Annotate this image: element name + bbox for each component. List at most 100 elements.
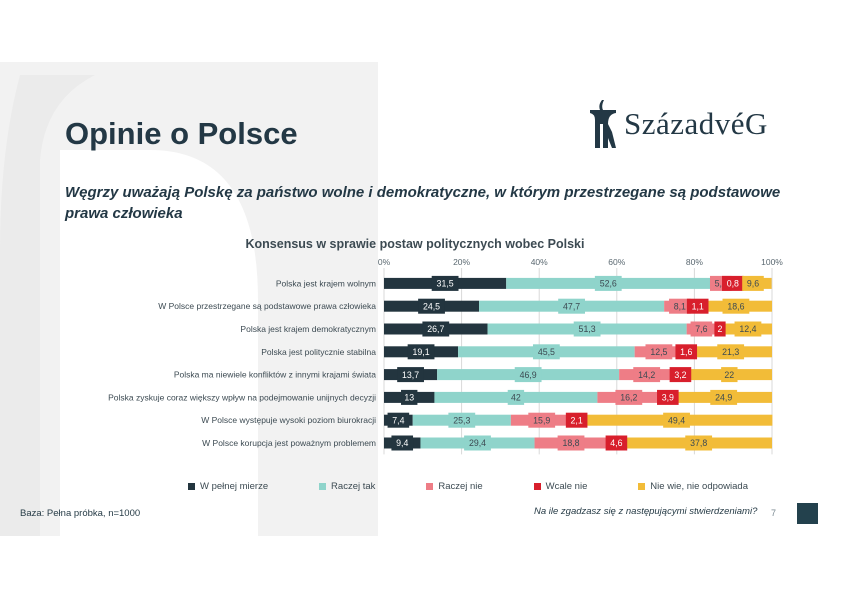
data-label-box xyxy=(669,367,692,383)
category-label: Polska zyskuje coraz większy wpływ na po… xyxy=(108,392,376,402)
category-label: Polska jest politycznie stabilna xyxy=(261,347,376,357)
data-label-box xyxy=(557,435,585,451)
logo-wordmark: SzázadvéG xyxy=(624,106,768,141)
company-logo: SzázadvéG xyxy=(588,98,768,150)
legend-swatch xyxy=(188,483,195,490)
page-title: Opinie o Polsce xyxy=(65,116,298,151)
data-label: 16,2 xyxy=(620,393,637,403)
data-label: 14,2 xyxy=(638,370,655,380)
category-label: W Polsce przestrzegane są podstawowe pra… xyxy=(158,301,376,311)
x-tick-label: 0% xyxy=(378,257,391,267)
legend-item: W pełnej mierze xyxy=(188,481,268,492)
data-label: 0,8 xyxy=(727,279,739,289)
data-label: 24,5 xyxy=(423,301,440,311)
legend-label: Wcale nie xyxy=(545,481,588,492)
x-tick-label: 40% xyxy=(531,257,548,267)
data-label: 1,1 xyxy=(692,301,704,311)
legend-swatch xyxy=(533,483,541,490)
data-label-box xyxy=(734,321,762,337)
data-label: 49,4 xyxy=(668,415,685,425)
base-note: Baza: Pełna próbka, n=1000 xyxy=(20,508,141,519)
x-tick-label: 80% xyxy=(686,257,703,267)
data-label-box xyxy=(514,367,542,383)
data-label: 22 xyxy=(724,370,734,380)
data-label-box xyxy=(717,344,745,360)
data-label-box xyxy=(448,412,476,428)
page-number: 7 xyxy=(771,508,777,518)
data-label-box xyxy=(407,344,435,360)
data-label-box xyxy=(391,435,414,451)
data-label-box xyxy=(690,321,713,337)
data-label: 52,6 xyxy=(600,279,617,289)
data-label-box xyxy=(669,298,691,314)
legend-label: Raczej tak xyxy=(331,481,376,492)
data-label-box xyxy=(742,275,764,291)
data-label-box xyxy=(605,435,628,451)
x-tick-label: 100% xyxy=(761,257,783,267)
data-label-box xyxy=(633,367,661,383)
legend-item: Raczej tak xyxy=(319,481,375,492)
data-label: 45,5 xyxy=(538,347,555,357)
data-label-box xyxy=(532,344,560,360)
data-label: 2 xyxy=(718,324,723,334)
chart-title: Konsensus w sprawie postaw politycznych … xyxy=(246,237,585,251)
legend-label: Nie wie, nie odpowiada xyxy=(650,481,748,492)
legend-swatch xyxy=(319,483,327,490)
data-label-box xyxy=(397,367,424,383)
legend-label: W pełnej mierze xyxy=(200,481,269,492)
data-label: 46,9 xyxy=(520,370,537,380)
data-label-box xyxy=(645,344,673,360)
logo-emblem-icon xyxy=(590,100,616,148)
data-label-box xyxy=(401,389,418,405)
data-label-box xyxy=(431,275,459,291)
data-label: 26,7 xyxy=(427,324,444,334)
data-label-box xyxy=(507,389,525,405)
data-label: 47,7 xyxy=(563,301,580,311)
data-label-box xyxy=(615,389,643,405)
legend-swatch xyxy=(426,483,434,490)
data-label: 25,3 xyxy=(453,415,470,425)
data-label: 4,6 xyxy=(610,438,622,448)
data-label: 19,1 xyxy=(412,347,429,357)
data-label: 3,9 xyxy=(662,393,674,403)
slide-subtitle: Węgrzy uważają Polskę za państwo wolne i… xyxy=(65,184,781,222)
data-label-box xyxy=(663,412,690,428)
data-label: 31,5 xyxy=(437,279,454,289)
data-label: 9,6 xyxy=(747,279,759,289)
category-label: W Polsce korupcja jest poważnym probleme… xyxy=(202,438,376,448)
data-label-box xyxy=(721,367,738,383)
data-label-box xyxy=(565,412,588,428)
data-label: 18,8 xyxy=(562,438,579,448)
data-label: 12,5 xyxy=(650,347,667,357)
data-label-box xyxy=(686,298,709,314)
data-label: 3,2 xyxy=(674,370,686,380)
data-label: 1,6 xyxy=(680,347,692,357)
data-label-box xyxy=(710,389,738,405)
data-label-box xyxy=(573,321,601,337)
data-label: 12,4 xyxy=(739,324,756,334)
data-label-box xyxy=(387,412,410,428)
category-label: Polska jest krajem wolnym xyxy=(276,278,376,288)
legend-item: Nie wie, nie odpowiada xyxy=(638,481,748,492)
data-label: 7,6 xyxy=(695,324,707,334)
data-label: 2,1 xyxy=(571,415,583,425)
x-tick-label: 20% xyxy=(453,257,470,267)
data-label: 24,9 xyxy=(715,393,732,403)
data-label-box xyxy=(722,275,744,291)
legend-item: Raczej nie xyxy=(426,481,483,492)
data-label: 42 xyxy=(511,393,521,403)
data-label: 21,3 xyxy=(722,347,739,357)
data-label-box xyxy=(657,389,679,405)
data-label-box xyxy=(722,298,750,314)
data-label-box xyxy=(685,435,713,451)
data-label: 7,4 xyxy=(392,415,404,425)
data-label-box xyxy=(422,321,450,337)
data-label-box xyxy=(714,321,726,337)
data-label-box xyxy=(558,298,585,314)
data-label: 29,4 xyxy=(469,438,486,448)
data-label: 18,6 xyxy=(727,301,744,311)
data-label-box xyxy=(464,435,491,451)
data-label: 9,4 xyxy=(396,438,408,448)
